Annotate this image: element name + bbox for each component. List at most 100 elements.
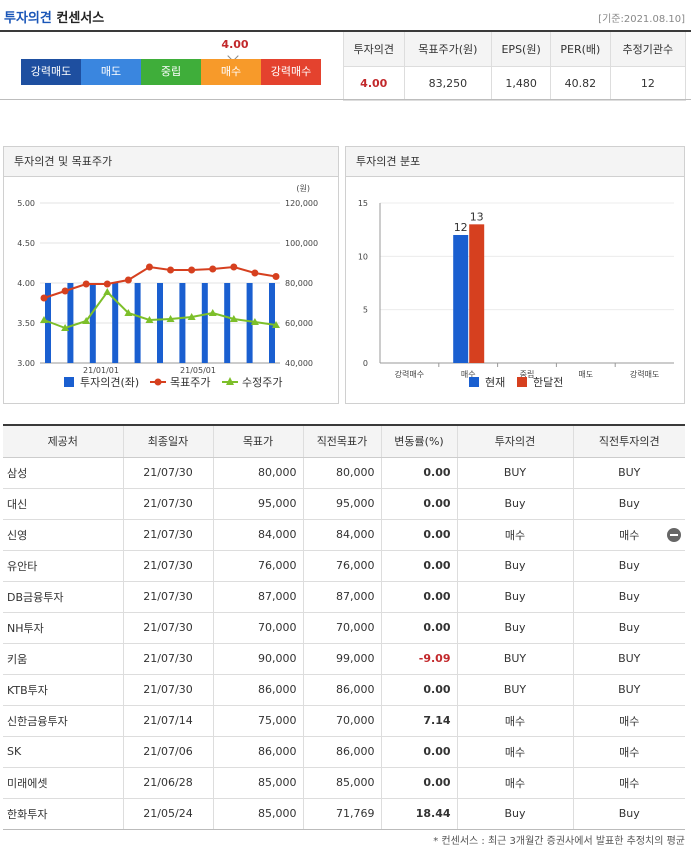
adjusted-price-point: [166, 315, 175, 322]
consensus-header: 투자의견 컨센서스 [기준:2021.08.10]: [0, 0, 691, 30]
table-cell: Buy: [572, 581, 685, 613]
column-header: 투자의견: [456, 424, 573, 458]
base-date: [기준:2021.08.10]: [598, 14, 685, 25]
summary-header-eps: EPS(원): [491, 32, 551, 67]
summary-header-target: 목표주가(원): [404, 32, 493, 67]
table-body: 삼성 21/07/30 80,000 80,000 0.00 BUY BUY 대신 21/07/…: [3, 457, 685, 830]
y-tick-label: 0: [363, 359, 368, 368]
category-label: 강력매도: [630, 369, 659, 379]
left-tick-label: 3.50: [17, 319, 35, 328]
table-cell: 21/07/14: [122, 705, 213, 737]
table-cell: 0.00: [380, 519, 457, 551]
target-price-point: [61, 287, 69, 295]
x-tick-label: 21/01/01: [83, 366, 119, 375]
opinion-segments: 강력매도 매도 중립 매수 강력매수: [21, 59, 321, 85]
target-price-point: [230, 263, 238, 271]
y-tick-label: 15: [358, 199, 368, 208]
target-price-point: [103, 280, 111, 288]
opinion-bar: [224, 283, 231, 363]
adjusted-price-point: [250, 318, 259, 325]
table-cell: 85,000: [212, 798, 303, 830]
summary-eps: 1,480: [491, 66, 551, 101]
table-cell: 80,000: [212, 457, 303, 489]
column-header: 직전투자의견: [572, 424, 685, 458]
collapse-icon[interactable]: [667, 528, 681, 542]
legend-swatch: [517, 377, 527, 387]
table-cell: BUY: [572, 643, 685, 675]
table-cell: 85,000: [302, 767, 381, 799]
target-price-point: [167, 266, 175, 274]
table-cell: BUY: [572, 674, 685, 706]
legend-swatch-adjusted: [226, 377, 234, 385]
table-cell: 매수: [572, 767, 685, 799]
adjusted-price-point: [124, 309, 133, 316]
table-cell: 70,000: [212, 612, 303, 644]
adjusted-price-point: [103, 288, 112, 295]
table-cell: BUY: [456, 674, 573, 706]
table-header-row: 제공처 최종일자 목표가 직전목표가 변동률(%) 투자의견 직전투자의견: [3, 424, 685, 458]
table-cell: 99,000: [302, 643, 381, 675]
table-cell: 매수: [456, 705, 573, 737]
table-cell: 0.00: [380, 736, 457, 768]
x-tick-label: 21/05/01: [180, 366, 216, 375]
table-cell: 매수: [572, 519, 685, 551]
table-row: 대신 21/07/30 95,000 95,000 0.00 Buy Buy: [3, 488, 685, 520]
table-cell: Buy: [572, 550, 685, 582]
table-cell: 80,000: [302, 457, 381, 489]
page-title: 투자의견 컨센서스: [4, 7, 104, 26]
table-cell: Buy: [456, 581, 573, 613]
category-label: 매도: [578, 370, 593, 379]
column-header: 최종일자: [122, 424, 213, 458]
column-header: 제공처: [3, 424, 123, 458]
opinion-bar: [112, 283, 119, 363]
table-cell: 86,000: [212, 674, 303, 706]
footnote: * 컨센서스 : 최근 3개월간 증권사에서 발표한 추정치의 평균: [433, 836, 685, 847]
table-cell: 0.00: [380, 767, 457, 799]
table-cell: 0.00: [380, 457, 457, 489]
table-cell: 미래에셋: [3, 767, 123, 799]
table-row: KTB투자 21/07/30 86,000 86,000 0.00 BUY BUY: [3, 674, 685, 706]
table-cell: NH투자: [3, 612, 123, 644]
table-cell: 매수: [572, 705, 685, 737]
table-cell: 0.00: [380, 488, 457, 520]
opinion-bar: [134, 283, 141, 363]
bar-value-label: 13: [470, 210, 484, 223]
table-cell: 85,000: [212, 767, 303, 799]
legend-label: 투자의견(좌): [80, 376, 139, 389]
right-tick-label: 100,000: [285, 239, 318, 248]
right-tick-label: 60,000: [285, 319, 313, 328]
summary-table: 투자의견 목표주가(원) EPS(원) PER(배) 추정기관수 4.00 83…: [343, 32, 687, 101]
target-price-point: [145, 263, 153, 271]
table-cell: 84,000: [302, 519, 381, 551]
chart2-title: 투자의견 분포: [346, 147, 684, 177]
y-tick-label: 5: [363, 306, 368, 315]
table-cell: 매수: [572, 736, 685, 768]
target-price-point: [40, 294, 48, 302]
target-price-line: [43, 265, 277, 299]
y-tick-label: 10: [358, 252, 368, 261]
adjusted-price-line: [43, 290, 277, 330]
table-cell: 7.14: [380, 705, 457, 737]
legend-swatch-target: [154, 378, 162, 386]
table-cell: BUY: [456, 643, 573, 675]
table-cell: 87,000: [212, 581, 303, 613]
table-cell: 키움: [3, 643, 123, 675]
table-cell: Buy: [572, 612, 685, 644]
table-row: 한화투자 21/05/24 85,000 71,769 18.44 Buy Buy: [3, 798, 685, 830]
left-tick-label: 4.50: [17, 239, 35, 248]
legend-label: 목표주가: [170, 376, 210, 389]
summary-per: 40.82: [550, 66, 611, 101]
opinion-scale: 4.00 강력매도 매도 중립 매수 강력매수: [0, 32, 343, 100]
opinion-bar: [269, 283, 275, 363]
opinion-bar: [157, 283, 163, 363]
legend-label: 한달전: [533, 376, 563, 389]
table-cell: 18.44: [380, 798, 457, 830]
adjusted-price-point: [229, 315, 238, 322]
adjusted-price-point: [187, 313, 196, 320]
column-header: 직전목표가: [302, 424, 381, 458]
opinion-bar: [246, 283, 253, 363]
table-cell: 0.00: [380, 612, 457, 644]
table-row: 유안타 21/07/30 76,000 76,000 0.00 Buy Buy: [3, 550, 685, 582]
table-cell: 21/07/30: [122, 457, 213, 489]
